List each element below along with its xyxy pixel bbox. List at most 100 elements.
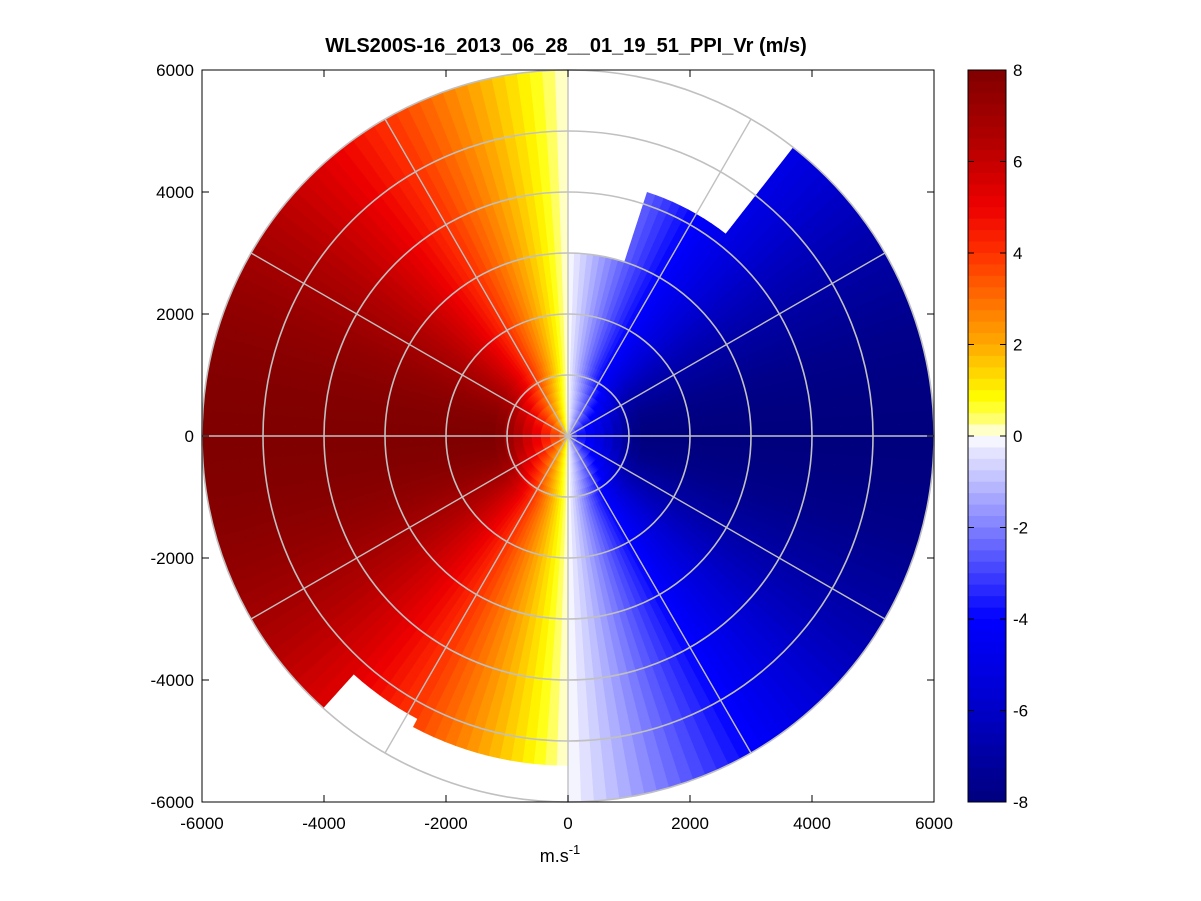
velocity-cell <box>303 462 315 474</box>
velocity-cell <box>533 754 546 765</box>
velocity-cell <box>238 446 249 460</box>
velocity-cell <box>577 581 585 592</box>
velocity-cell <box>547 709 559 720</box>
velocity-cell <box>412 440 423 448</box>
velocity-cell <box>357 435 368 444</box>
velocity-cell <box>858 456 870 468</box>
velocity-cell <box>567 691 578 702</box>
velocity-cell <box>588 726 600 738</box>
velocity-cell <box>795 451 806 462</box>
velocity-cell <box>588 735 601 747</box>
velocity-cell <box>602 678 613 691</box>
velocity-cell <box>567 270 575 281</box>
velocity-cell <box>304 471 317 483</box>
velocity-cell <box>896 435 907 449</box>
velocity-cell <box>776 405 787 415</box>
velocity-cell <box>573 271 580 282</box>
velocity-cell <box>556 755 569 766</box>
velocity-cell <box>403 446 414 454</box>
velocity-cell <box>878 435 889 448</box>
velocity-cell <box>545 746 558 757</box>
velocity-cell <box>821 462 833 474</box>
velocity-cell <box>548 700 560 711</box>
velocity-cell <box>905 411 916 425</box>
velocity-cell <box>340 458 351 469</box>
velocity-cell <box>878 413 889 426</box>
velocity-cell <box>567 261 575 272</box>
velocity-cell <box>695 430 706 437</box>
velocity-cell <box>257 456 269 469</box>
velocity-cell <box>539 690 551 702</box>
velocity-cell <box>538 699 550 711</box>
velocity-cell <box>562 563 569 574</box>
velocity-cell <box>430 440 441 446</box>
velocity-cell <box>758 414 770 423</box>
velocity-cell <box>576 700 588 711</box>
velocity-cell <box>302 444 313 455</box>
velocity-cell <box>572 572 579 583</box>
velocity-cell <box>804 452 815 463</box>
velocity-cell <box>293 444 304 456</box>
velocity-cell <box>759 435 770 444</box>
velocity-cell <box>323 468 335 480</box>
velocity-cell <box>571 545 577 556</box>
velocity-cell <box>249 468 261 481</box>
velocity-cell <box>875 468 887 481</box>
velocity-cell <box>567 783 581 794</box>
velocity-cell <box>229 447 240 460</box>
chart-title: WLS200S-16_2013_06_28__01_19_51_PPI_Vr (… <box>325 35 806 57</box>
velocity-cell <box>792 394 804 405</box>
velocity-cell <box>330 451 341 462</box>
velocity-cell <box>559 673 569 684</box>
velocity-cell <box>759 428 770 437</box>
velocity-cell <box>813 408 824 420</box>
velocity-cell <box>851 425 862 437</box>
velocity-cell <box>546 727 559 739</box>
velocity-cell <box>589 644 599 655</box>
velocity-cell <box>777 443 788 452</box>
velocity-cell <box>567 280 574 290</box>
velocity-cell <box>499 748 513 761</box>
velocity-cell <box>895 458 907 472</box>
velocity-cell <box>895 400 907 414</box>
velocity-cell <box>604 779 618 792</box>
velocity-cell <box>579 773 593 784</box>
velocity-cell <box>822 407 834 419</box>
velocity-cell <box>421 440 432 447</box>
velocity-cell <box>571 536 576 547</box>
velocity-cell <box>574 618 582 629</box>
velocity-cell <box>840 406 852 418</box>
velocity-cell <box>695 435 706 442</box>
velocity-cell <box>533 671 544 683</box>
velocity-cell <box>302 453 314 465</box>
velocity-cell <box>573 609 582 620</box>
velocity-cell <box>924 435 935 450</box>
velocity-cell <box>573 599 581 611</box>
velocity-cell <box>731 441 743 449</box>
velocity-cell <box>528 707 540 719</box>
velocity-cell <box>867 403 879 416</box>
velocity-cell <box>560 646 569 656</box>
velocity-cell <box>878 446 889 459</box>
velocity-cell <box>538 708 550 720</box>
velocity-cell <box>722 424 733 431</box>
velocity-cell <box>748 408 760 418</box>
velocity-cell <box>575 645 584 656</box>
velocity-cell <box>886 401 897 414</box>
velocity-cell <box>805 435 816 445</box>
velocity-cell <box>868 413 880 426</box>
velocity-cell <box>375 448 387 457</box>
velocity-cell <box>402 435 413 443</box>
velocity-cell <box>320 435 331 445</box>
velocity-cell <box>822 453 834 465</box>
velocity-cell <box>560 618 569 629</box>
velocity-cell <box>247 446 258 459</box>
velocity-cell <box>572 280 580 291</box>
velocity-cell <box>924 422 935 437</box>
velocity-cell <box>341 466 353 477</box>
velocity-cell <box>521 752 535 764</box>
velocity-cell <box>591 781 606 793</box>
velocity-cell <box>850 415 861 427</box>
velocity-cell <box>535 735 548 747</box>
velocity-cell <box>732 429 743 437</box>
